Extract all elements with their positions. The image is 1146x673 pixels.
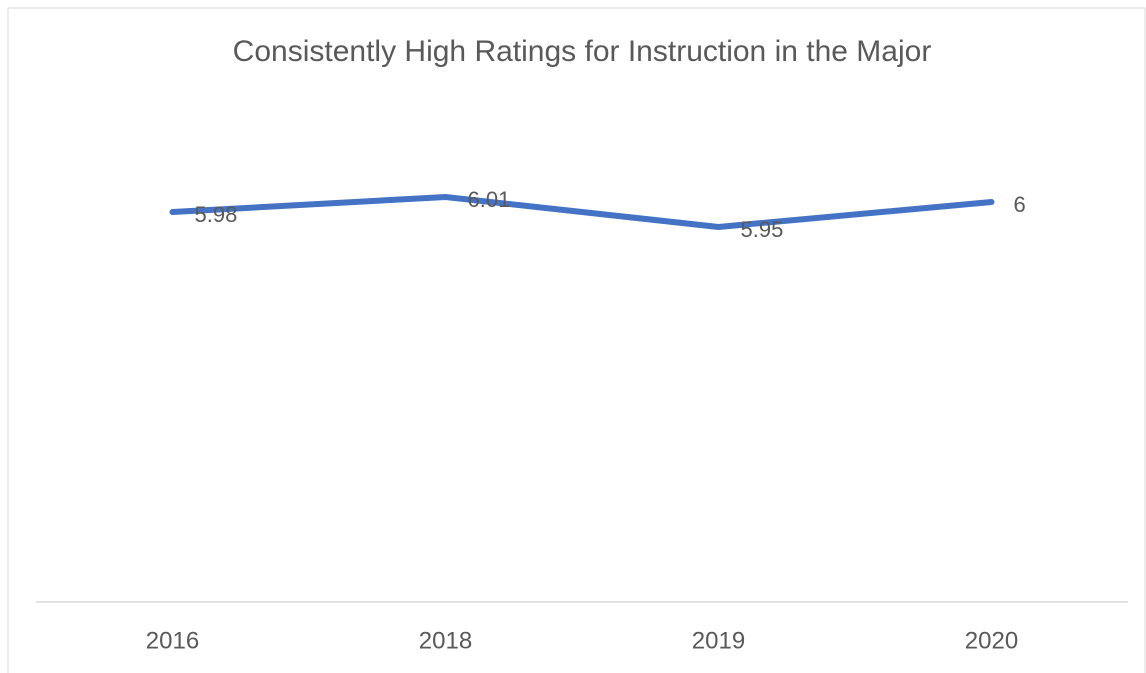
x-tick-label: 2020 [965,627,1018,654]
x-tick-label: 2019 [692,627,745,654]
chart-title: Consistently High Ratings for Instructio… [233,35,932,68]
data-label: 5.95 [741,217,784,242]
line-series [169,194,995,230]
data-label: 6 [1014,192,1026,217]
data-label: 6.01 [468,187,511,212]
x-tick-label: 2016 [146,627,199,654]
x-tick-label: 2018 [419,627,472,654]
data-label: 5.98 [195,202,238,227]
chart-frame [7,7,1146,673]
